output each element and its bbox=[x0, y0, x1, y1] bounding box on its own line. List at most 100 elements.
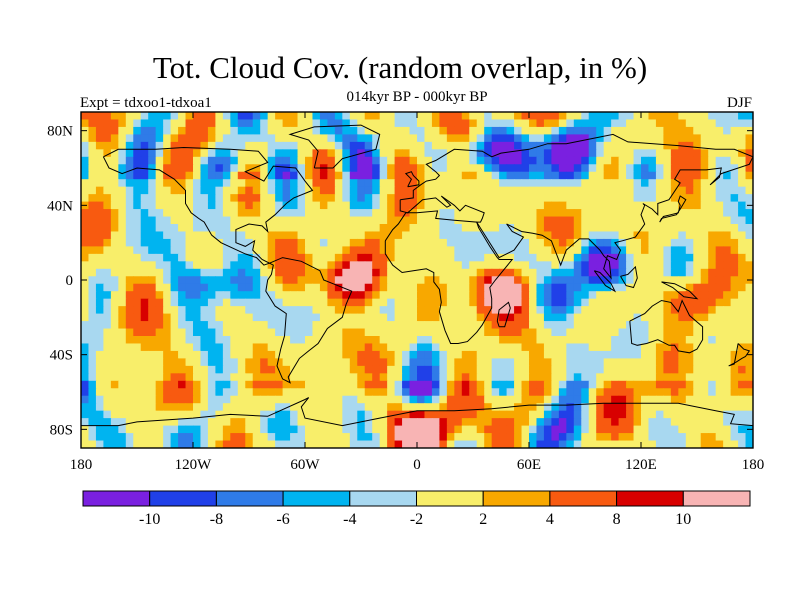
field-cell bbox=[88, 179, 97, 188]
field-cell bbox=[148, 231, 157, 240]
field-cell bbox=[155, 253, 164, 262]
field-cell bbox=[417, 141, 426, 150]
field-cell bbox=[521, 336, 530, 345]
field-cell bbox=[95, 373, 104, 382]
field-cell bbox=[327, 388, 336, 397]
field-cell bbox=[685, 298, 694, 307]
field-cell bbox=[342, 149, 351, 158]
field-cell bbox=[163, 440, 172, 448]
field-cell bbox=[454, 298, 463, 307]
field-cell bbox=[626, 433, 635, 442]
field-cell bbox=[110, 149, 119, 158]
field-cell bbox=[364, 119, 373, 128]
field-cell bbox=[155, 246, 164, 255]
field-cell bbox=[267, 336, 276, 345]
field-cell bbox=[88, 358, 97, 367]
field-cell bbox=[588, 186, 597, 195]
field-cell bbox=[484, 410, 493, 419]
field-cell bbox=[454, 350, 463, 359]
field-cell bbox=[738, 149, 747, 158]
field-cell bbox=[349, 395, 358, 404]
field-cell bbox=[603, 112, 612, 121]
field-cell bbox=[529, 291, 538, 300]
field-cell bbox=[364, 306, 373, 315]
field-cell bbox=[252, 395, 261, 404]
field-cell bbox=[618, 231, 627, 240]
field-cell bbox=[596, 283, 605, 292]
field-cell bbox=[506, 253, 515, 262]
field-cell bbox=[745, 238, 753, 247]
field-cell bbox=[140, 283, 149, 292]
field-cell bbox=[327, 156, 336, 165]
field-cell bbox=[655, 253, 664, 262]
field-cell bbox=[155, 156, 164, 165]
field-cell bbox=[588, 268, 597, 277]
field-cell bbox=[237, 298, 246, 307]
field-cell bbox=[409, 358, 418, 367]
field-cell bbox=[581, 179, 590, 188]
field-cell bbox=[417, 171, 426, 180]
field-cell bbox=[476, 306, 485, 315]
field-cell bbox=[327, 119, 336, 128]
field-cell bbox=[618, 216, 627, 225]
field-cell bbox=[110, 276, 119, 285]
field-cell bbox=[110, 343, 119, 352]
field-cell bbox=[81, 358, 90, 367]
field-cell bbox=[312, 231, 321, 240]
field-cell bbox=[678, 119, 687, 128]
field-cell bbox=[237, 328, 246, 337]
field-cell bbox=[81, 343, 90, 352]
field-cell bbox=[364, 380, 373, 389]
field-cell bbox=[558, 171, 567, 180]
field-cell bbox=[237, 134, 246, 143]
field-cell bbox=[506, 410, 515, 419]
field-cell bbox=[551, 134, 560, 143]
field-cell bbox=[745, 231, 753, 240]
field-cell bbox=[260, 410, 269, 419]
field-cell bbox=[491, 343, 500, 352]
field-cell bbox=[394, 186, 403, 195]
field-cell bbox=[110, 373, 119, 382]
field-cell bbox=[633, 298, 642, 307]
field-cell bbox=[626, 313, 635, 322]
field-cell bbox=[252, 298, 261, 307]
field-cell bbox=[514, 224, 523, 233]
field-cell bbox=[170, 112, 179, 121]
field-cell bbox=[611, 164, 620, 173]
field-cell bbox=[670, 156, 679, 165]
field-cell bbox=[506, 134, 515, 143]
field-cell bbox=[499, 418, 508, 427]
field-cell bbox=[700, 350, 709, 359]
field-cell bbox=[693, 336, 702, 345]
field-cell bbox=[215, 380, 224, 389]
field-cell bbox=[708, 410, 717, 419]
field-cell bbox=[529, 246, 538, 255]
field-cell bbox=[133, 171, 142, 180]
field-cell bbox=[543, 201, 552, 210]
field-cell bbox=[603, 283, 612, 292]
field-cell bbox=[588, 425, 597, 434]
field-cell bbox=[693, 224, 702, 233]
field-cell bbox=[529, 336, 538, 345]
field-cell bbox=[596, 425, 605, 434]
field-cell bbox=[491, 156, 500, 165]
field-cell bbox=[207, 410, 216, 419]
field-cell bbox=[267, 365, 276, 374]
field-cell bbox=[334, 134, 343, 143]
field-cell bbox=[491, 164, 500, 173]
field-cell bbox=[222, 291, 231, 300]
field-cell bbox=[237, 380, 246, 389]
field-cell bbox=[118, 365, 127, 374]
field-cell bbox=[230, 216, 239, 225]
field-cell bbox=[125, 134, 134, 143]
field-cell bbox=[745, 149, 753, 158]
field-cell bbox=[252, 410, 261, 419]
field-cell bbox=[469, 380, 478, 389]
field-cell bbox=[708, 440, 717, 448]
field-cell bbox=[491, 231, 500, 240]
field-cell bbox=[81, 216, 90, 225]
field-cell bbox=[618, 119, 627, 128]
field-cell bbox=[312, 440, 321, 448]
field-cell bbox=[140, 291, 149, 300]
field-cell bbox=[387, 164, 396, 173]
